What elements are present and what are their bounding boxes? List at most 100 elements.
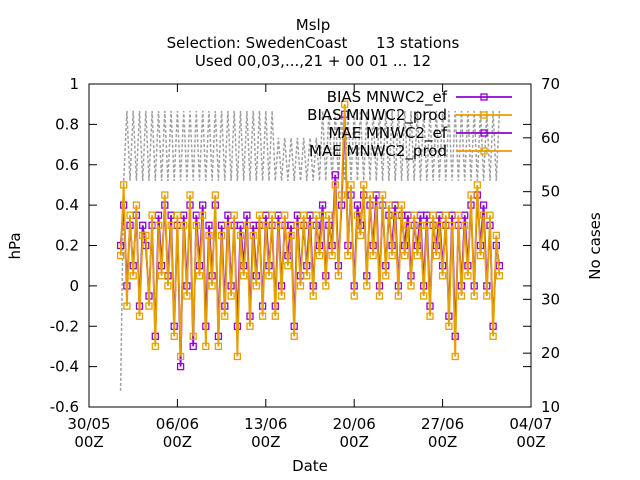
series-point bbox=[360, 181, 368, 189]
series-point bbox=[252, 282, 260, 290]
series-point bbox=[258, 312, 267, 320]
series-point bbox=[129, 272, 137, 280]
legend-entry-marker bbox=[480, 93, 488, 101]
series-point bbox=[401, 251, 409, 260]
x-tick-label: 27/06 bbox=[421, 415, 464, 433]
series-point bbox=[221, 312, 229, 320]
series-point bbox=[173, 211, 182, 219]
series-point bbox=[170, 332, 178, 340]
x-tick-sublabel: 00Z bbox=[251, 433, 280, 451]
series-point bbox=[233, 352, 242, 361]
series-point bbox=[322, 282, 330, 290]
series-point bbox=[274, 221, 283, 229]
y-tick-label: 0.4 bbox=[55, 196, 79, 214]
series-point bbox=[404, 221, 412, 229]
series-point bbox=[473, 181, 481, 189]
series-point bbox=[176, 362, 185, 371]
bias-series-layer bbox=[116, 100, 504, 371]
y-tick-label: -0.4 bbox=[50, 358, 79, 376]
y-tick-label: 0.8 bbox=[55, 115, 79, 133]
series-point bbox=[161, 191, 169, 199]
series-point bbox=[457, 292, 466, 300]
series-point bbox=[448, 221, 456, 229]
series-point bbox=[192, 221, 200, 229]
series-point bbox=[353, 201, 362, 209]
series-point bbox=[265, 272, 273, 280]
series-point bbox=[426, 312, 434, 320]
series-point bbox=[451, 352, 459, 361]
series-point bbox=[445, 322, 453, 330]
series-point bbox=[271, 312, 279, 320]
series-line bbox=[119, 104, 501, 357]
series-point bbox=[334, 272, 343, 280]
series-point bbox=[262, 221, 270, 229]
series-point bbox=[240, 272, 248, 280]
series-point bbox=[217, 231, 226, 240]
series-point bbox=[432, 251, 440, 260]
series-point bbox=[227, 292, 235, 300]
x-axis-ticks: 30/0500Z06/0600Z13/0600Z20/0600Z27/0600Z… bbox=[67, 84, 553, 451]
y2-tick-label: 20 bbox=[541, 344, 560, 362]
series-point bbox=[378, 191, 387, 199]
series-point bbox=[483, 292, 491, 300]
y2-axis-label: No cases bbox=[586, 212, 604, 280]
legend-entry-label: BIAS MNWC2_ef bbox=[327, 88, 448, 107]
series-point bbox=[243, 221, 251, 229]
series-point bbox=[331, 181, 339, 189]
series-point bbox=[397, 201, 406, 209]
series-point bbox=[205, 221, 213, 229]
y2-tick-label: 50 bbox=[541, 183, 560, 201]
chart-title: Mslp bbox=[296, 16, 330, 34]
x-tick-label: 13/06 bbox=[244, 415, 287, 433]
series-point bbox=[243, 211, 251, 219]
series-point bbox=[145, 302, 153, 310]
series-point bbox=[167, 221, 175, 229]
cases-series-line bbox=[119, 110, 501, 391]
series-point bbox=[382, 272, 390, 280]
series-point bbox=[277, 292, 286, 300]
x-tick-label: 06/06 bbox=[156, 415, 199, 433]
series-point bbox=[154, 221, 163, 229]
series-point bbox=[120, 181, 128, 189]
legend-entry-label: BIAS MNWC2_prod bbox=[307, 106, 447, 125]
series-point bbox=[442, 211, 450, 219]
series-point bbox=[199, 211, 207, 219]
series-point bbox=[139, 221, 147, 229]
series-point bbox=[148, 211, 156, 219]
series-point bbox=[341, 100, 349, 108]
series-point bbox=[318, 201, 327, 209]
y-tick-label: 0.6 bbox=[55, 156, 79, 174]
series-point bbox=[202, 342, 210, 351]
series-point bbox=[208, 282, 216, 290]
x-tick-sublabel: 00Z bbox=[340, 433, 369, 451]
series-point bbox=[296, 282, 305, 290]
y2-tick-label: 60 bbox=[541, 129, 560, 147]
x-tick-sublabel: 00Z bbox=[428, 433, 457, 451]
series-point bbox=[290, 332, 298, 340]
series-point bbox=[135, 312, 144, 320]
series-point bbox=[236, 231, 245, 240]
series-point bbox=[407, 282, 415, 290]
y-tick-label: 1 bbox=[69, 75, 79, 93]
series-point bbox=[180, 221, 188, 229]
series-point bbox=[157, 272, 166, 280]
series-point bbox=[353, 211, 362, 219]
series-point bbox=[255, 211, 264, 219]
series-point bbox=[476, 251, 485, 260]
series-point bbox=[372, 201, 380, 209]
series-point bbox=[391, 211, 399, 219]
series-point bbox=[281, 211, 289, 219]
series-point bbox=[331, 171, 339, 179]
y-tick-label: -0.2 bbox=[50, 317, 79, 335]
series-point bbox=[151, 342, 159, 351]
y2-tick-label: 10 bbox=[541, 398, 560, 416]
y2-tick-label: 30 bbox=[541, 290, 560, 308]
series-point bbox=[116, 251, 125, 260]
chart-subtitle: Selection: SwedenCoast 13 stations bbox=[167, 34, 460, 52]
series-point bbox=[356, 231, 365, 240]
series-point bbox=[211, 191, 219, 199]
series-point bbox=[470, 292, 478, 300]
series-point bbox=[186, 191, 194, 199]
